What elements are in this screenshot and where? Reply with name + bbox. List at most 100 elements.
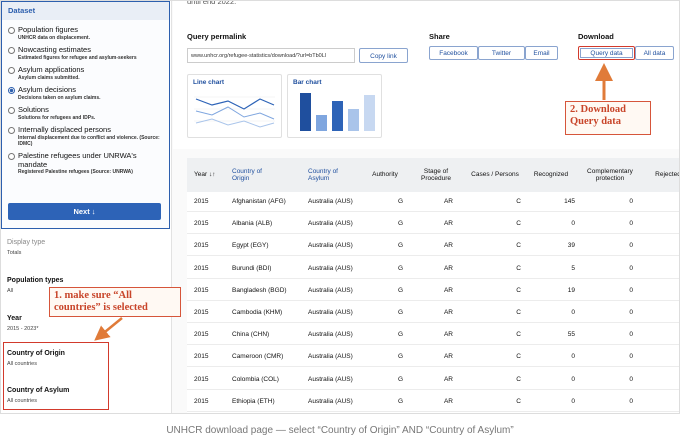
radio-button[interactable] (8, 107, 15, 114)
row-divider (187, 211, 679, 212)
option-label: Nowcasting estimates (18, 45, 91, 54)
table-cell: Cameroon (CMR) (232, 353, 284, 361)
table-cell: 55 (567, 331, 575, 339)
row-divider (187, 277, 679, 279)
table-cell: 39 (567, 242, 575, 250)
share-button[interactable]: Twitter (478, 46, 525, 60)
filter-label[interactable]: Year (7, 315, 22, 322)
filter-value: All countries (7, 361, 37, 367)
dataset-panel: Dataset Population figures UNHCR data on … (1, 1, 170, 229)
table-cell: China (CHN) (232, 331, 270, 339)
dataset-option[interactable]: Nowcasting estimates Estimated figures fo… (8, 45, 166, 61)
row-divider (187, 255, 679, 257)
option-description: Internal displacement due to conflict an… (18, 134, 160, 147)
permalink-url[interactable]: www.unhcr.org/refugee-statistics/downloa… (187, 48, 355, 63)
table-cell: 0 (629, 264, 633, 272)
option-label: Asylum applications (18, 65, 85, 74)
filter-value: All countries (7, 398, 37, 404)
table-cell: 2015 (194, 242, 209, 250)
table-cell: C (516, 286, 521, 294)
option-description: UNHCR data on displacement. (18, 34, 90, 41)
radio-button[interactable] (8, 87, 15, 94)
table-cell: G (397, 397, 403, 405)
table-cell: G (397, 198, 403, 205)
table-cell: Australia (AUS) (308, 375, 353, 383)
table-cell: Australia (AUS) (308, 397, 353, 405)
annotation-note: 2. Download Query data (565, 101, 651, 135)
filter-label[interactable]: Country of Asylum (7, 387, 70, 394)
dataset-option[interactable]: Asylum applications Asylum claims submitt… (8, 65, 166, 81)
dataset-option[interactable]: Asylum decisions Decisions taken on asylu… (8, 85, 166, 101)
table-cell: Australia (AUS) (308, 353, 353, 361)
row-divider (187, 299, 679, 301)
column-header: Rejected (655, 171, 679, 178)
table-cell: Australia (AUS) (308, 309, 353, 316)
radio-button[interactable] (8, 67, 15, 74)
table-cell: C (516, 220, 521, 228)
table-cell: 2015 (194, 220, 209, 228)
highlight-box (3, 342, 109, 410)
filter-label[interactable]: Display type (7, 239, 46, 246)
dataset-option[interactable]: Palestine refugees under UNRWA's mandate… (8, 151, 166, 175)
copy-link-button[interactable]: Copy link (359, 48, 408, 63)
dataset-heading: Dataset (2, 2, 169, 20)
table-cell: Bangladesh (BGD) (232, 286, 287, 294)
option-label: Internally displaced persons (18, 125, 111, 134)
table-cell: AR (443, 397, 453, 405)
caption: UNHCR download page — select “Country of… (166, 425, 514, 436)
download-button[interactable]: All data (635, 46, 674, 60)
line-chart-card[interactable]: Line chart (187, 74, 282, 138)
filter-value: 2015 - 2023* (7, 326, 39, 332)
filter-value: Totals (7, 250, 22, 256)
row-divider (187, 233, 679, 235)
results-table: Year ↓↑ Country of Origin Country of Asylu… (187, 158, 679, 413)
table-cell: G (397, 242, 403, 250)
dataset-option[interactable]: Population figures UNHCR data on displace… (8, 25, 166, 41)
table-cell: AR (443, 220, 453, 228)
annotation-arrows (94, 63, 613, 341)
option-label: Asylum decisions (18, 85, 76, 94)
next-button[interactable]: Next ↓ (8, 203, 161, 220)
table-cell: 0 (571, 309, 575, 316)
option-description: Estimated figures for refugee and asylum… (18, 54, 137, 61)
table-cell: 5 (571, 264, 575, 272)
dataset-option[interactable]: Internally displaced persons Internal dis… (8, 125, 166, 147)
option-label: Population figures (18, 25, 79, 34)
download-button[interactable]: Query data (578, 46, 635, 60)
table-cell: 2015 (194, 309, 209, 316)
filter-label[interactable]: Country of Origin (7, 350, 65, 357)
row-divider (187, 388, 679, 390)
radio-button[interactable] (8, 127, 15, 134)
permalink-label: Query permalink (187, 32, 247, 41)
radio-button[interactable] (8, 153, 15, 160)
dataset-option[interactable]: Solutions Solutions for refugees and IDPs… (8, 105, 166, 121)
table-cell: 2015 (194, 286, 209, 294)
card-title: Line chart (193, 79, 225, 86)
download-label: Download (578, 32, 614, 41)
screenshot: Dataset Population figures UNHCR data on … (0, 0, 680, 414)
table-cell: Egypt (EGY) (232, 242, 269, 250)
table-cell: 0 (629, 286, 633, 294)
card-title: Bar chart (293, 79, 322, 86)
table-cell: 0 (629, 375, 633, 383)
column-header[interactable]: Year ↓↑ (194, 171, 216, 178)
table-cell: 0 (629, 353, 633, 361)
table-cell: 2015 (194, 353, 209, 361)
table-cell: Afghanistan (AFG) (232, 198, 286, 205)
share-button[interactable]: Email (525, 46, 558, 60)
table-cell: 145 (564, 198, 575, 205)
bar-chart-card[interactable]: Bar chart (287, 74, 382, 138)
radio-button[interactable] (8, 27, 15, 34)
radio-button[interactable] (8, 47, 15, 54)
table-cell: 0 (629, 397, 633, 405)
table-cell: C (516, 353, 521, 361)
table-cell: 0 (629, 198, 633, 205)
bar-chart-thumbnail (300, 93, 375, 131)
intro-text: until end 2022. (187, 0, 237, 6)
table-cell: Cambodia (KHM) (232, 309, 283, 316)
sidebar: Dataset Population figures UNHCR data on … (1, 1, 172, 413)
table-cell: G (397, 309, 403, 316)
share-button[interactable]: Facebook (429, 46, 478, 60)
filter-label[interactable]: Population types (7, 277, 64, 284)
